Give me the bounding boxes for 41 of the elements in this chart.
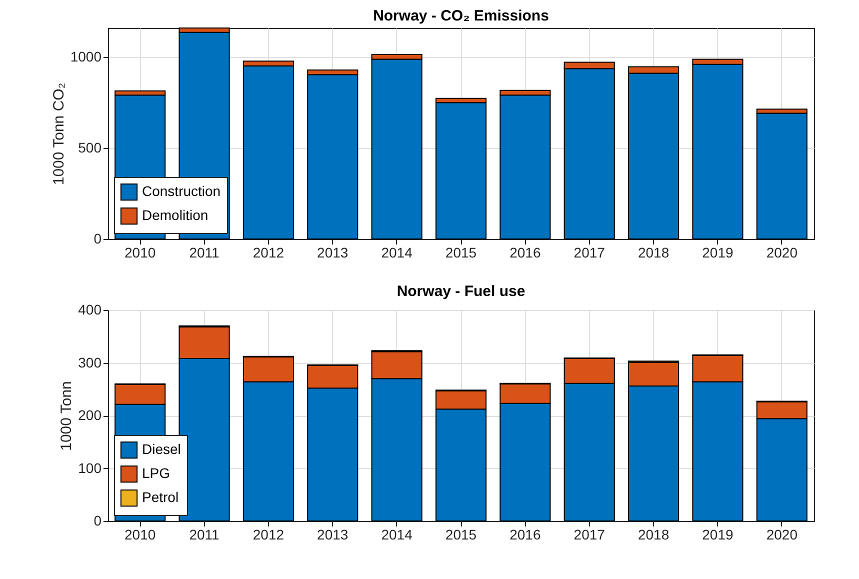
x-tick-label: 2018 bbox=[638, 526, 670, 542]
x-tick-label: 2019 bbox=[702, 244, 734, 260]
x-tick-label: 2018 bbox=[638, 244, 670, 260]
y-axis-title: 1000 Tonn CO₂ bbox=[50, 82, 68, 186]
x-tick-label: 2019 bbox=[702, 526, 734, 542]
x-tick-label: 2010 bbox=[124, 526, 156, 542]
bar bbox=[435, 102, 487, 240]
y-tick-label: 100 bbox=[78, 460, 102, 476]
y-axis-title: 1000 Tonn bbox=[58, 381, 76, 451]
x-tick-label: 2015 bbox=[445, 526, 477, 542]
x-tick-label: 2017 bbox=[574, 244, 606, 260]
y-tick-label: 1000 bbox=[70, 48, 102, 65]
y-tick-label: 400 bbox=[78, 302, 102, 318]
chart-title: Norway - Fuel use bbox=[396, 283, 526, 300]
x-tick-label: 2015 bbox=[445, 244, 477, 260]
legend-label: LPG bbox=[142, 465, 170, 481]
series-label: Diesel bbox=[142, 441, 181, 457]
x-tick-label: 2013 bbox=[317, 244, 348, 260]
x-tick-label: 2012 bbox=[252, 526, 284, 542]
x-tick-label: 2017 bbox=[574, 526, 606, 542]
x-tick-label: 2011 bbox=[189, 526, 220, 542]
x-tick-label: 2020 bbox=[766, 526, 798, 542]
y-tick-label: 500 bbox=[78, 140, 102, 156]
y-tick-label: 0 bbox=[94, 230, 102, 246]
x-tick-label: 2010 bbox=[124, 244, 156, 260]
x-tick-label: 2016 bbox=[510, 244, 541, 260]
legend-label: Petrol bbox=[142, 489, 179, 505]
y-tick-label: 200 bbox=[78, 407, 102, 423]
chart-title: Norway - CO₂ Emissions bbox=[373, 8, 549, 24]
x-tick-label: 2012 bbox=[252, 244, 284, 260]
x-tick-label: 2016 bbox=[510, 526, 541, 542]
legend-label: Demolition bbox=[142, 207, 208, 223]
y-tick-label: 0 bbox=[94, 512, 102, 528]
x-tick-label: 2013 bbox=[317, 526, 348, 542]
x-tick-label: 2020 bbox=[766, 244, 798, 260]
x-tick-label: 2011 bbox=[189, 244, 220, 260]
x-tick-label: 2014 bbox=[381, 526, 413, 542]
y-tick-label: 300 bbox=[78, 354, 102, 370]
bar bbox=[756, 112, 808, 240]
legend-label: Construction bbox=[142, 183, 221, 199]
x-tick-label: 2014 bbox=[381, 244, 413, 260]
